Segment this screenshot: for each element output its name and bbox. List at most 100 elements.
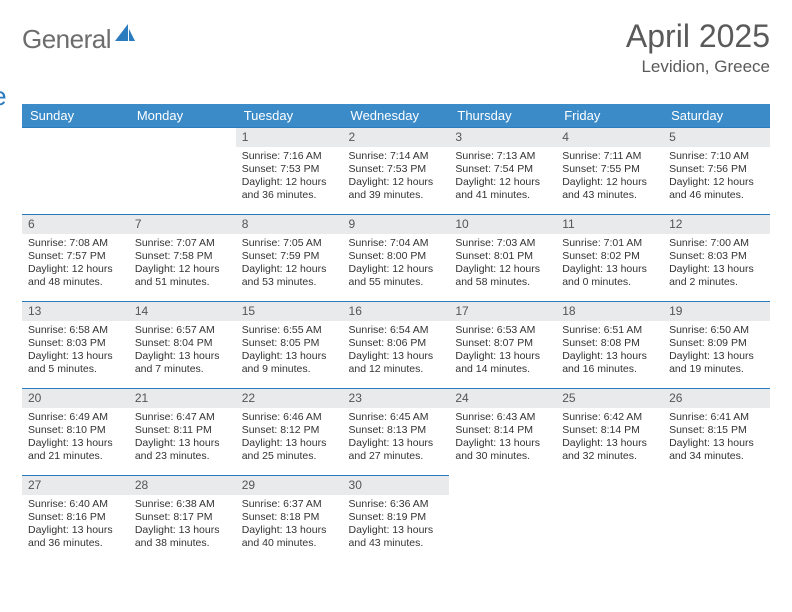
calendar-day: 4Sunrise: 7:11 AMSunset: 7:55 PMDaylight… bbox=[556, 128, 663, 215]
day-body: Sunrise: 6:36 AMSunset: 8:19 PMDaylight:… bbox=[343, 495, 450, 555]
sunrise-line: Sunrise: 6:57 AM bbox=[135, 324, 230, 337]
sunset-line: Sunset: 8:14 PM bbox=[455, 424, 550, 437]
day-body: Sunrise: 7:03 AMSunset: 8:01 PMDaylight:… bbox=[449, 234, 556, 294]
day-body: Sunrise: 6:57 AMSunset: 8:04 PMDaylight:… bbox=[129, 321, 236, 381]
calendar-day: 5Sunrise: 7:10 AMSunset: 7:56 PMDaylight… bbox=[663, 128, 770, 215]
day-body: Sunrise: 7:14 AMSunset: 7:53 PMDaylight:… bbox=[343, 147, 450, 207]
day-body: Sunrise: 6:37 AMSunset: 8:18 PMDaylight:… bbox=[236, 495, 343, 555]
day-number: 20 bbox=[22, 389, 129, 408]
brand-part2: Blue bbox=[0, 81, 6, 112]
sunset-line: Sunset: 7:56 PM bbox=[669, 163, 764, 176]
calendar-row: 13Sunrise: 6:58 AMSunset: 8:03 PMDayligh… bbox=[22, 302, 770, 389]
day-body: Sunrise: 6:40 AMSunset: 8:16 PMDaylight:… bbox=[22, 495, 129, 555]
sunrise-line: Sunrise: 6:54 AM bbox=[349, 324, 444, 337]
sunset-line: Sunset: 8:02 PM bbox=[562, 250, 657, 263]
day-body: Sunrise: 6:47 AMSunset: 8:11 PMDaylight:… bbox=[129, 408, 236, 468]
calendar-day: 29Sunrise: 6:37 AMSunset: 8:18 PMDayligh… bbox=[236, 476, 343, 563]
sunset-line: Sunset: 7:57 PM bbox=[28, 250, 123, 263]
daylight-line: Daylight: 13 hours and 14 minutes. bbox=[455, 350, 550, 376]
calendar-day: 15Sunrise: 6:55 AMSunset: 8:05 PMDayligh… bbox=[236, 302, 343, 389]
day-body: Sunrise: 7:07 AMSunset: 7:58 PMDaylight:… bbox=[129, 234, 236, 294]
day-number: 3 bbox=[449, 128, 556, 147]
sunrise-line: Sunrise: 7:16 AM bbox=[242, 150, 337, 163]
day-number: 23 bbox=[343, 389, 450, 408]
sunset-line: Sunset: 7:53 PM bbox=[349, 163, 444, 176]
day-body: Sunrise: 6:43 AMSunset: 8:14 PMDaylight:… bbox=[449, 408, 556, 468]
calendar-table: SundayMondayTuesdayWednesdayThursdayFrid… bbox=[22, 104, 770, 562]
sunrise-line: Sunrise: 6:46 AM bbox=[242, 411, 337, 424]
daylight-line: Daylight: 12 hours and 51 minutes. bbox=[135, 263, 230, 289]
calendar-day: 1Sunrise: 7:16 AMSunset: 7:53 PMDaylight… bbox=[236, 128, 343, 215]
day-number: 1 bbox=[236, 128, 343, 147]
sunrise-line: Sunrise: 7:01 AM bbox=[562, 237, 657, 250]
day-body: Sunrise: 6:41 AMSunset: 8:15 PMDaylight:… bbox=[663, 408, 770, 468]
day-number: 12 bbox=[663, 215, 770, 234]
daylight-line: Daylight: 13 hours and 43 minutes. bbox=[349, 524, 444, 550]
day-number: 26 bbox=[663, 389, 770, 408]
day-number: 19 bbox=[663, 302, 770, 321]
sunset-line: Sunset: 8:11 PM bbox=[135, 424, 230, 437]
brand-logo: General Blue bbox=[22, 18, 152, 94]
daylight-line: Daylight: 13 hours and 2 minutes. bbox=[669, 263, 764, 289]
sunrise-line: Sunrise: 6:36 AM bbox=[349, 498, 444, 511]
daylight-line: Daylight: 13 hours and 36 minutes. bbox=[28, 524, 123, 550]
daylight-line: Daylight: 13 hours and 38 minutes. bbox=[135, 524, 230, 550]
day-number: 10 bbox=[449, 215, 556, 234]
sunrise-line: Sunrise: 7:13 AM bbox=[455, 150, 550, 163]
sunset-line: Sunset: 8:13 PM bbox=[349, 424, 444, 437]
sunset-line: Sunset: 7:58 PM bbox=[135, 250, 230, 263]
daylight-line: Daylight: 13 hours and 19 minutes. bbox=[669, 350, 764, 376]
location: Levidion, Greece bbox=[626, 57, 770, 77]
sunset-line: Sunset: 8:18 PM bbox=[242, 511, 337, 524]
sunrise-line: Sunrise: 6:38 AM bbox=[135, 498, 230, 511]
calendar-day: 10Sunrise: 7:03 AMSunset: 8:01 PMDayligh… bbox=[449, 215, 556, 302]
sunset-line: Sunset: 8:00 PM bbox=[349, 250, 444, 263]
calendar-row: 27Sunrise: 6:40 AMSunset: 8:16 PMDayligh… bbox=[22, 476, 770, 563]
sunrise-line: Sunrise: 6:51 AM bbox=[562, 324, 657, 337]
sunset-line: Sunset: 8:19 PM bbox=[349, 511, 444, 524]
calendar-day: 28Sunrise: 6:38 AMSunset: 8:17 PMDayligh… bbox=[129, 476, 236, 563]
weekday-header: Thursday bbox=[449, 104, 556, 128]
calendar-day: 20Sunrise: 6:49 AMSunset: 8:10 PMDayligh… bbox=[22, 389, 129, 476]
day-body: Sunrise: 6:54 AMSunset: 8:06 PMDaylight:… bbox=[343, 321, 450, 381]
calendar-day: 22Sunrise: 6:46 AMSunset: 8:12 PMDayligh… bbox=[236, 389, 343, 476]
calendar-day-empty: .. bbox=[129, 128, 236, 215]
day-number: 30 bbox=[343, 476, 450, 495]
calendar-day-empty: .. bbox=[556, 476, 663, 563]
calendar-row: ....1Sunrise: 7:16 AMSunset: 7:53 PMDayl… bbox=[22, 128, 770, 215]
sunrise-line: Sunrise: 6:41 AM bbox=[669, 411, 764, 424]
day-number: 2 bbox=[343, 128, 450, 147]
daylight-line: Daylight: 13 hours and 9 minutes. bbox=[242, 350, 337, 376]
day-body: Sunrise: 6:42 AMSunset: 8:14 PMDaylight:… bbox=[556, 408, 663, 468]
day-number: 17 bbox=[449, 302, 556, 321]
daylight-line: Daylight: 12 hours and 39 minutes. bbox=[349, 176, 444, 202]
sunset-line: Sunset: 8:08 PM bbox=[562, 337, 657, 350]
sunset-line: Sunset: 7:54 PM bbox=[455, 163, 550, 176]
calendar-day: 24Sunrise: 6:43 AMSunset: 8:14 PMDayligh… bbox=[449, 389, 556, 476]
calendar-body: ....1Sunrise: 7:16 AMSunset: 7:53 PMDayl… bbox=[22, 128, 770, 563]
sunrise-line: Sunrise: 7:11 AM bbox=[562, 150, 657, 163]
day-body: Sunrise: 6:45 AMSunset: 8:13 PMDaylight:… bbox=[343, 408, 450, 468]
weekday-header-row: SundayMondayTuesdayWednesdayThursdayFrid… bbox=[22, 104, 770, 128]
calendar-day-empty: .. bbox=[663, 476, 770, 563]
sunset-line: Sunset: 8:03 PM bbox=[28, 337, 123, 350]
day-number: 16 bbox=[343, 302, 450, 321]
day-number: 11 bbox=[556, 215, 663, 234]
sunrise-line: Sunrise: 6:49 AM bbox=[28, 411, 123, 424]
sunrise-line: Sunrise: 7:07 AM bbox=[135, 237, 230, 250]
day-number: 14 bbox=[129, 302, 236, 321]
weekday-header: Saturday bbox=[663, 104, 770, 128]
day-number: 8 bbox=[236, 215, 343, 234]
day-number: 5 bbox=[663, 128, 770, 147]
calendar-day: 19Sunrise: 6:50 AMSunset: 8:09 PMDayligh… bbox=[663, 302, 770, 389]
day-number: 25 bbox=[556, 389, 663, 408]
calendar-day: 27Sunrise: 6:40 AMSunset: 8:16 PMDayligh… bbox=[22, 476, 129, 563]
calendar-day: 17Sunrise: 6:53 AMSunset: 8:07 PMDayligh… bbox=[449, 302, 556, 389]
calendar-day: 30Sunrise: 6:36 AMSunset: 8:19 PMDayligh… bbox=[343, 476, 450, 563]
sunset-line: Sunset: 8:16 PM bbox=[28, 511, 123, 524]
day-number: 13 bbox=[22, 302, 129, 321]
calendar-day: 3Sunrise: 7:13 AMSunset: 7:54 PMDaylight… bbox=[449, 128, 556, 215]
sunrise-line: Sunrise: 6:45 AM bbox=[349, 411, 444, 424]
sunrise-line: Sunrise: 6:50 AM bbox=[669, 324, 764, 337]
daylight-line: Daylight: 13 hours and 30 minutes. bbox=[455, 437, 550, 463]
